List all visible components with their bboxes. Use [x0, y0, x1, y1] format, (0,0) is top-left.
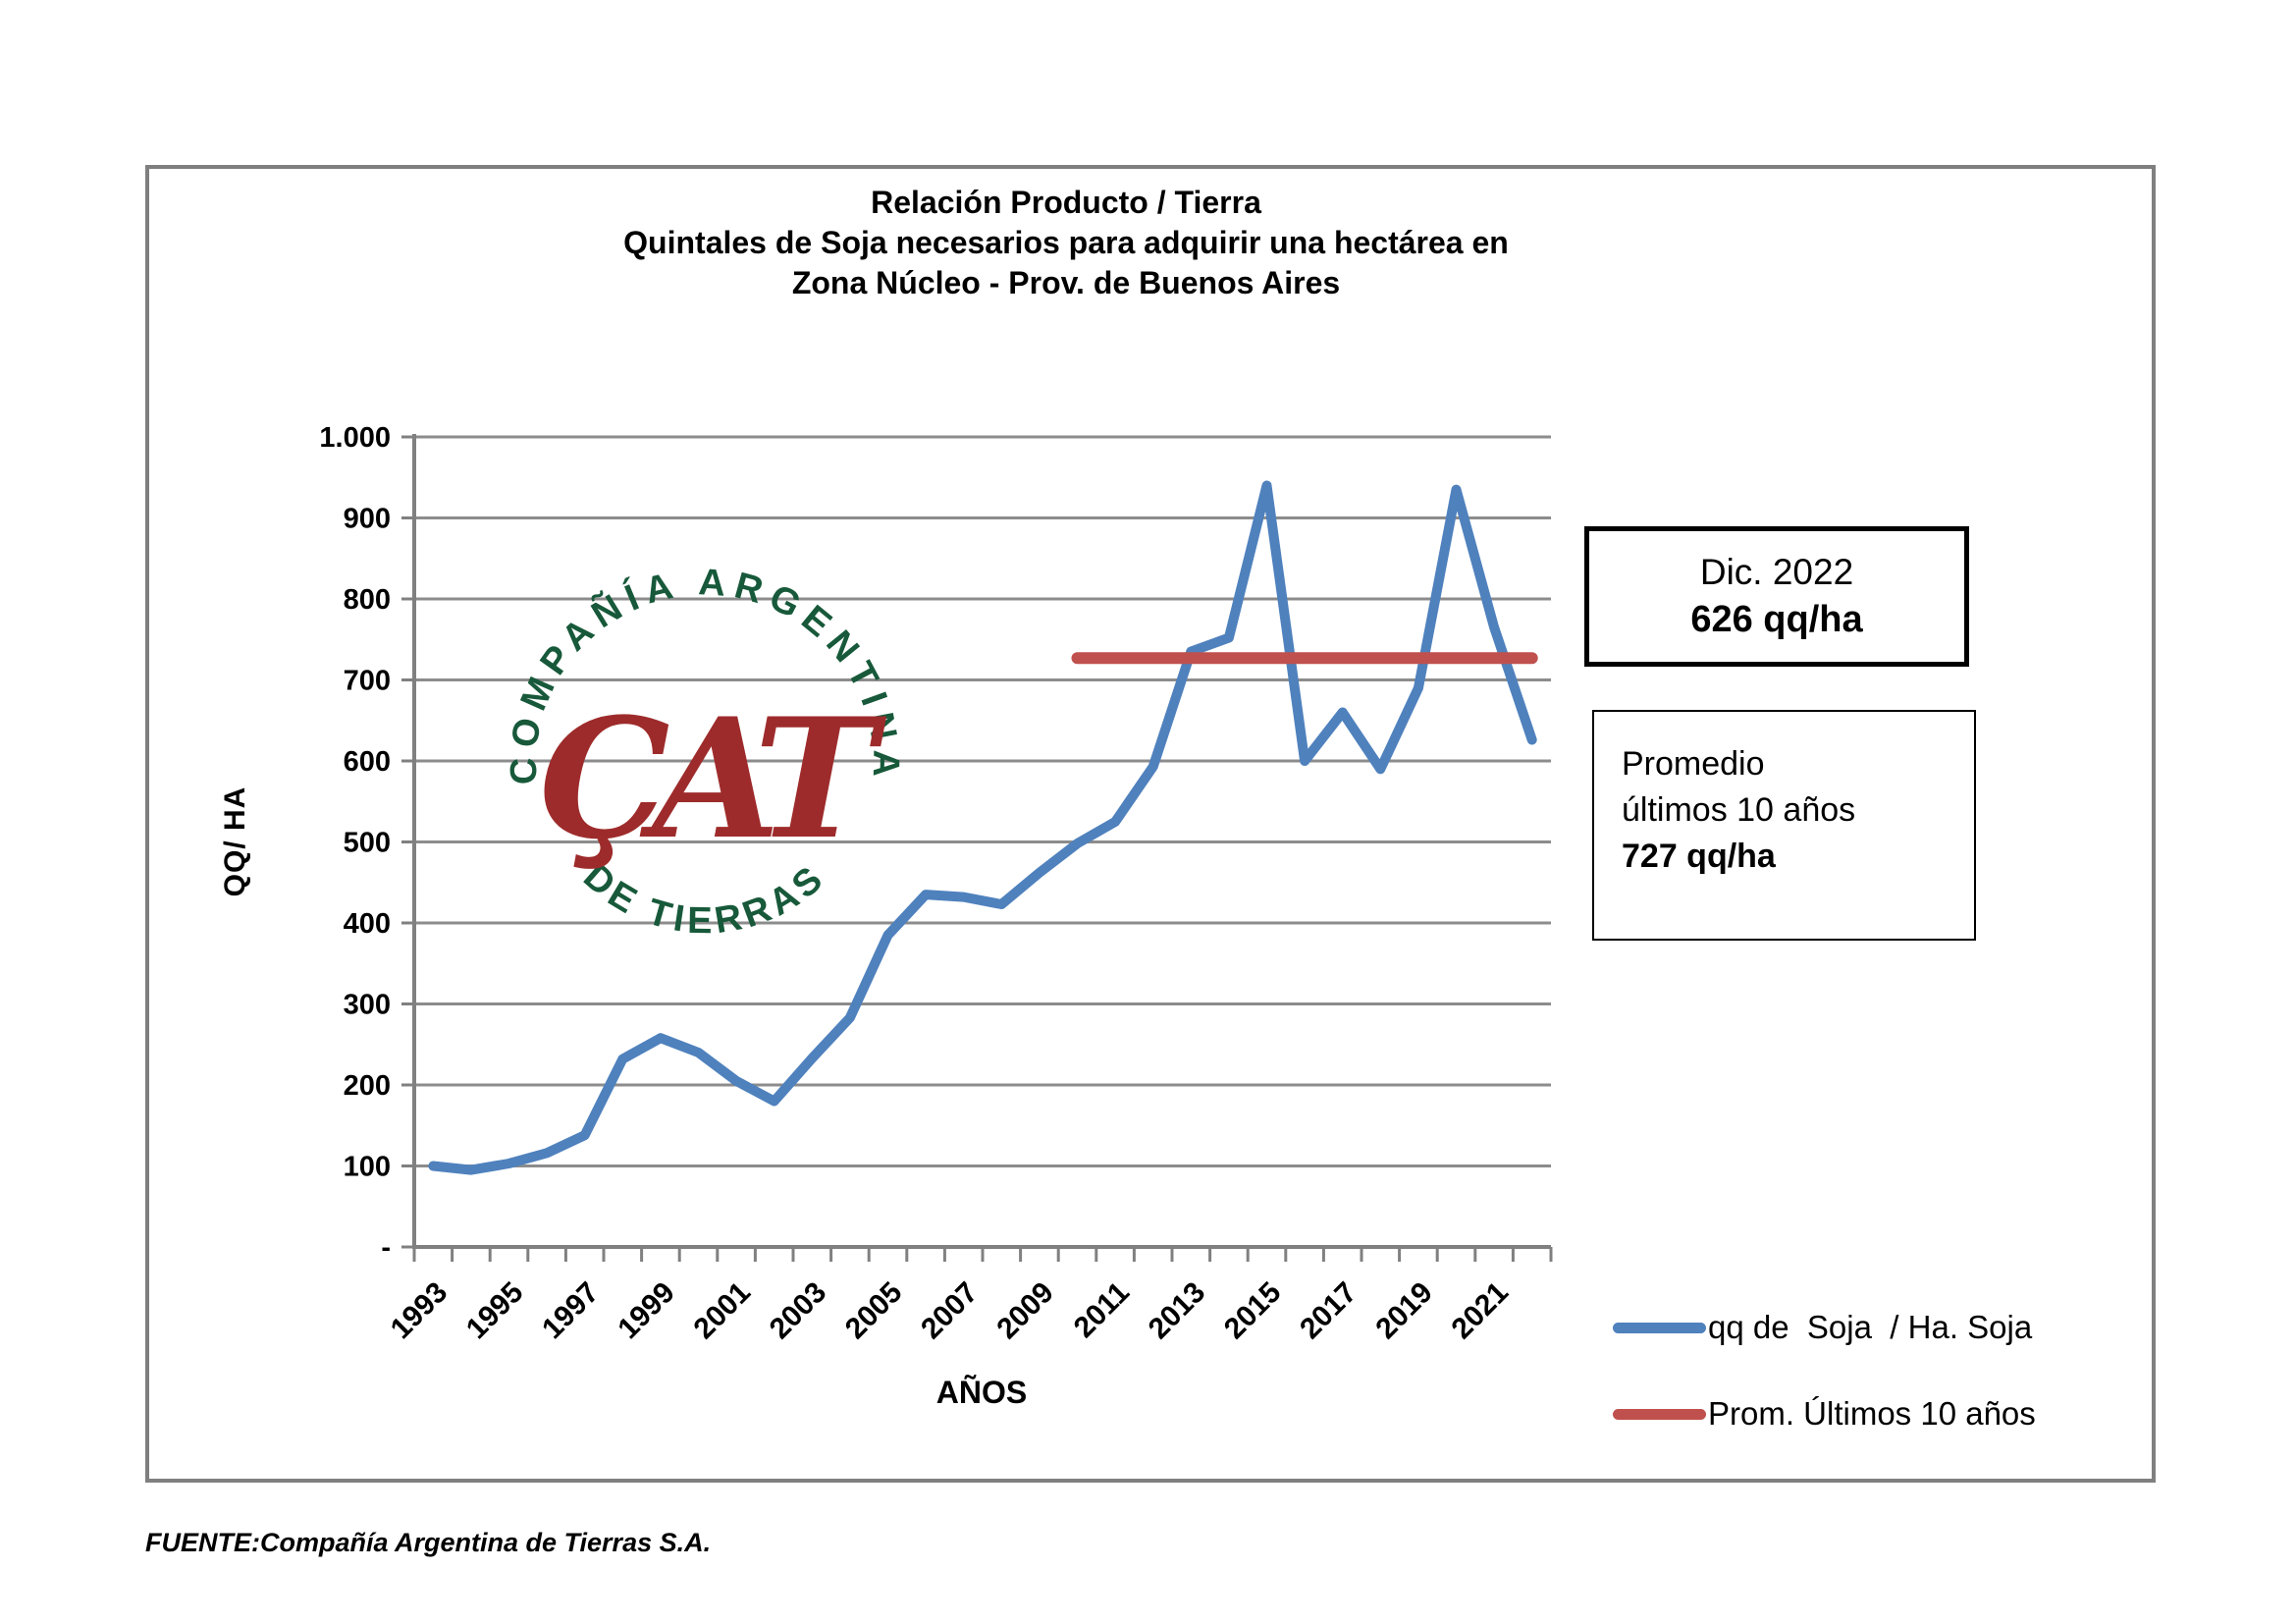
y-tick-label: 700 [344, 666, 391, 697]
x-tick-label: 2021 [1446, 1276, 1516, 1346]
y-tick-label: 500 [344, 828, 391, 859]
series-layer [428, 480, 1538, 1175]
x-tick-label: 2015 [1218, 1276, 1288, 1346]
y-tick-label: 300 [344, 990, 391, 1021]
source-footnote: FUENTE:Compañía Argentina de Tierras S.A… [145, 1528, 712, 1557]
legend-label-soja: qq de Soja / Ha. Soja [1708, 1309, 2033, 1345]
promedio-label-line-2: últimos 10 años [1622, 791, 1856, 829]
x-tick-label: 2017 [1294, 1276, 1363, 1346]
chart-legend: qq de Soja / Ha. Soja Prom. Últimos 10 a… [1613, 1298, 2163, 1471]
x-tick-label: 2009 [990, 1276, 1060, 1346]
x-tick-label: 2005 [839, 1276, 909, 1346]
y-tick-label: 400 [344, 908, 391, 940]
x-tick-label: 2001 [688, 1276, 758, 1346]
legend-label-promedio: Prom. Últimos 10 años [1708, 1395, 2036, 1432]
promedio-callout-box: Promedio últimos 10 años 727 qq/ha [1592, 710, 1976, 941]
x-tick-label: 1995 [460, 1276, 530, 1346]
y-tick-label: 900 [344, 504, 391, 535]
legend-swatch-blue-line [1613, 1322, 1706, 1333]
dic-2022-value: 626 qq/ha [1690, 599, 1863, 640]
y-tick-label: - [381, 1232, 391, 1264]
y-tick-label: 1.000 [319, 422, 391, 454]
dic-2022-label: Dic. 2022 [1699, 552, 1854, 592]
x-tick-label: 2007 [915, 1276, 985, 1346]
x-tick-label: 2003 [764, 1276, 833, 1346]
x-axis-title: AÑOS [935, 1375, 1028, 1410]
y-tick-label: 800 [344, 584, 391, 616]
y-tick-label: 600 [344, 746, 391, 778]
promedio-value: 727 qq/ha [1622, 838, 1776, 875]
x-tick-label: 2013 [1143, 1276, 1212, 1346]
promedio-label-line-1: Promedio [1622, 745, 1765, 783]
x-tick-label: 2011 [1068, 1276, 1136, 1344]
y-axis-title: QQ/ HA [219, 785, 251, 897]
x-tick-label: 1999 [612, 1276, 681, 1346]
legend-row-promedio: Prom. Últimos 10 años [1613, 1384, 2163, 1443]
company-logo-watermark: COMPAÑÍA ARGENTINA DE TIERRAS ÇAT [504, 562, 905, 942]
chart-title-line-1: Relación Producto / Tierra [871, 185, 1261, 220]
y-tick-label: 100 [344, 1152, 391, 1183]
x-tick-label: 1993 [385, 1276, 454, 1346]
chart-title: Relación Producto / Tierra Quintales de … [145, 183, 1987, 303]
y-tick-label: 200 [344, 1070, 391, 1102]
soja-line-series [428, 480, 1537, 1175]
logo-cat-monogram: ÇAT [539, 681, 887, 876]
chart-title-line-2: Quintales de Soja necesarios para adquir… [623, 225, 1509, 260]
x-tick-label: 2019 [1369, 1276, 1439, 1346]
chart-title-line-3: Zona Núcleo - Prov. de Buenos Aires [791, 265, 1341, 300]
dic-2022-callout-box: Dic. 2022 626 qq/ha [1584, 526, 1969, 667]
x-tick-label: 1997 [536, 1276, 606, 1346]
legend-swatch-red-line [1613, 1408, 1706, 1420]
legend-row-soja: qq de Soja / Ha. Soja [1613, 1298, 2163, 1357]
